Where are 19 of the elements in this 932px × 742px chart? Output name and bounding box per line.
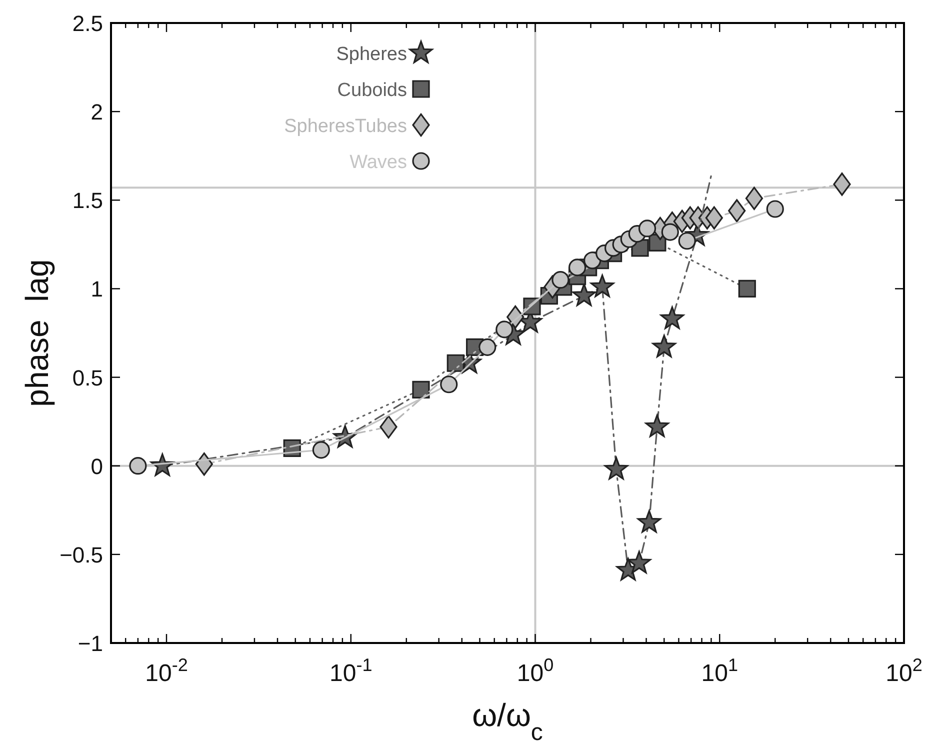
- legend-label: Spheres: [336, 44, 407, 65]
- x-tick-label: 10$^{2}$: [886, 655, 922, 687]
- y-tick-label: 0: [90, 454, 103, 479]
- legend-label: Waves: [350, 152, 407, 173]
- y-tick-label: 0.5: [72, 365, 103, 390]
- y-tick-label: −0.5: [60, 542, 103, 568]
- y-tick-label: 2.5: [72, 11, 103, 36]
- legend-label: SpheresTubes: [284, 116, 407, 137]
- y-tick-label: 1: [90, 276, 103, 302]
- legend-label: Cuboids: [337, 80, 407, 101]
- y-tick-label: 2: [90, 100, 103, 125]
- y-tick-label: 1.5: [72, 188, 103, 214]
- x-axis-title: ω/ω$_{c}$: [472, 697, 543, 742]
- x-tick-label: 10$^{1}$: [701, 655, 738, 687]
- x-tick-label: 10$^{-2}$: [145, 655, 188, 687]
- x-tick-label: 10$^{0}$: [516, 655, 554, 687]
- y-tick-label: −1: [78, 631, 103, 656]
- x-tick-label: 10$^{-1}$: [330, 655, 372, 687]
- y-axis-title: phase lag: [19, 259, 55, 407]
